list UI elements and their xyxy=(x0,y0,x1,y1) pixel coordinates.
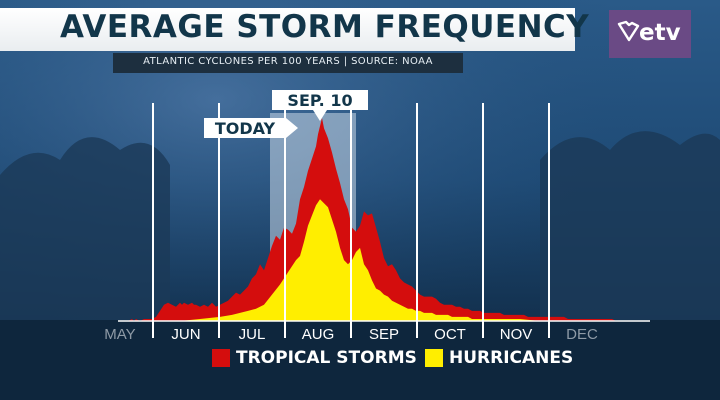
sep10-callout-box xyxy=(272,90,368,110)
sep10-label: SEP. 10 xyxy=(287,91,352,110)
legend-swatch-hurricane xyxy=(425,349,443,367)
month-label-jul: JUL xyxy=(239,326,266,343)
month-label-sep: SEP xyxy=(369,326,399,343)
title-bar xyxy=(0,8,575,51)
legend-label-hurricane: HURRICANES xyxy=(449,348,574,368)
month-label-jun: JUN xyxy=(171,326,200,343)
legend-tropical-storms: TROPICAL STORMS xyxy=(212,347,417,369)
state-heart-icon xyxy=(617,20,640,42)
month-label-dec: DEC xyxy=(566,326,598,343)
scetv-logo xyxy=(609,10,691,58)
legend-swatch-tropical xyxy=(212,349,230,367)
hurricanes-area xyxy=(120,199,648,321)
month-label-oct: OCT xyxy=(434,326,466,343)
chart-subtitle: ATLANTIC CYCLONES PER 100 YEARS | SOURCE… xyxy=(143,56,433,67)
today-callout-box xyxy=(204,118,286,138)
sep10-callout-pointer xyxy=(313,110,327,121)
month-label-nov: NOV xyxy=(500,326,533,343)
month-label-aug: AUG xyxy=(302,326,335,343)
tropical-storms-area xyxy=(120,118,648,321)
today-callout-pointer xyxy=(286,118,298,138)
month-label-may: MAY xyxy=(104,326,135,343)
legend-label-tropical: TROPICAL STORMS xyxy=(236,348,417,368)
subtitle-bar xyxy=(113,53,463,73)
logo-text: etv xyxy=(639,20,681,46)
legend-hurricanes: HURRICANES xyxy=(425,347,573,369)
today-label: TODAY xyxy=(215,119,276,138)
chart-title: AVERAGE STORM FREQUENCY xyxy=(60,9,590,45)
